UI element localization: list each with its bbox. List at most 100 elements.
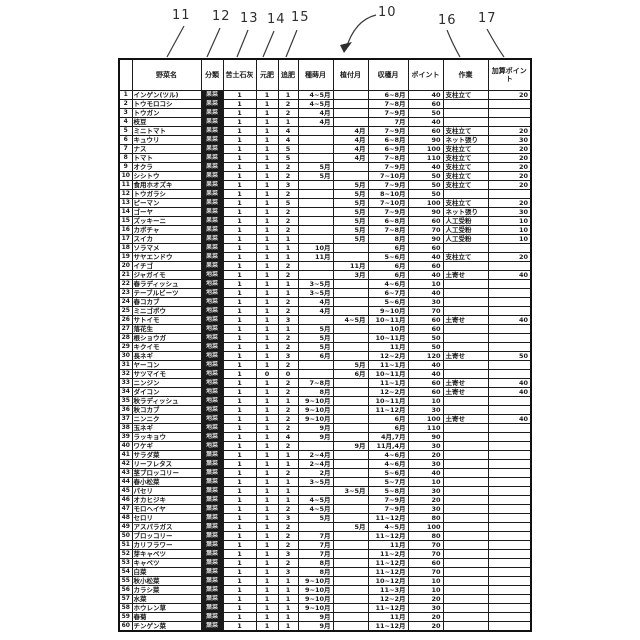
table-row: 58 ホウレン草 葉菜 1 1 1 9~10月 11~12月 30: [118, 603, 532, 613]
cell-sowing-month: 9月: [297, 423, 334, 433]
cell-base-fertilizer: 1: [255, 180, 279, 190]
cell-base-fertilizer: 1: [255, 189, 279, 199]
cell-vegetable-name: 玉ネギ: [131, 423, 202, 433]
cell-planting-month: [332, 513, 369, 523]
cell-planting-month: [332, 594, 369, 604]
cell-bonus-points: 40: [487, 414, 532, 424]
cell-planting-month: [332, 585, 369, 595]
cell-base-fertilizer: 1: [255, 432, 279, 442]
cell-top-dressing: 1: [277, 603, 299, 613]
cell-top-dressing: 2: [277, 441, 299, 451]
cell-top-dressing: 1: [277, 450, 299, 460]
cell-work: 支柱立て: [442, 252, 489, 262]
cell-magnesium-lime: 1: [222, 558, 257, 568]
cell-top-dressing: 2: [277, 558, 299, 568]
cell-points: 90: [407, 135, 444, 145]
cell-top-dressing: 1: [277, 90, 299, 100]
cell-planting-month: 5月: [332, 216, 369, 226]
cell-planting-month: [332, 90, 369, 100]
cell-category: 葉菜: [200, 450, 224, 460]
table-row: 33 ニンジン 地菜 1 1 2 7~8月 11~1月 60 土寄せ 40: [118, 378, 532, 388]
cell-magnesium-lime: 1: [222, 477, 257, 487]
cell-sowing-month: 2~4月: [297, 459, 334, 469]
cell-magnesium-lime: 1: [222, 378, 257, 388]
cell-planting-month: [332, 324, 369, 334]
cell-base-fertilizer: 1: [255, 135, 279, 145]
cell-vegetable-name: ミニゴボウ: [131, 306, 202, 316]
cell-top-dressing: 2: [277, 108, 299, 118]
cell-vegetable-name: オカヒジキ: [131, 495, 202, 505]
cell-base-fertilizer: 1: [255, 558, 279, 568]
cell-harvest-month: 11月,4月: [367, 441, 409, 451]
cell-vegetable-name: シシトウ: [131, 171, 202, 181]
cell-top-dressing: 1: [277, 117, 299, 127]
cell-planting-month: [332, 612, 369, 622]
cell-bonus-points: [487, 603, 532, 613]
cell-top-dressing: 3: [277, 180, 299, 190]
cell-planting-month: 4月: [332, 126, 369, 136]
cell-sowing-month: 5月: [297, 333, 334, 343]
cell-row-number: 27: [118, 324, 133, 334]
cell-row-number: 10: [118, 171, 133, 181]
cell-base-fertilizer: 1: [255, 270, 279, 280]
cell-harvest-month: 6~7月: [367, 288, 409, 298]
cell-points: 60: [407, 216, 444, 226]
table-row: 15 ズッキーニ 果菜 1 1 2 5月 6~8月 60 人工受粉 10: [118, 216, 532, 226]
cell-base-fertilizer: 1: [255, 603, 279, 613]
cell-sowing-month: [297, 522, 334, 532]
cell-work: [442, 369, 489, 379]
ref-numeral-11: 11: [172, 8, 191, 23]
cell-category: 地菜: [200, 423, 224, 433]
cell-work: 支柱立て: [442, 144, 489, 154]
cell-magnesium-lime: 1: [222, 369, 257, 379]
cell-work: 土寄せ: [442, 387, 489, 397]
cell-base-fertilizer: 1: [255, 450, 279, 460]
cell-category: 果菜: [200, 99, 224, 109]
cell-planting-month: [332, 387, 369, 397]
cell-bonus-points: [487, 360, 532, 370]
cell-vegetable-name: インゲン(ツル): [131, 90, 202, 100]
cell-row-number: 59: [118, 612, 133, 622]
table-row: 23 テーブルビーツ 地菜 1 1 1 3~5月 6~7月 40: [118, 288, 532, 298]
cell-sowing-month: 9~10月: [297, 603, 334, 613]
cell-base-fertilizer: 1: [255, 549, 279, 559]
table-row: 38 玉ネギ 地菜 1 1 2 9月 6月 110: [118, 423, 532, 433]
cell-points: 30: [407, 603, 444, 613]
cell-bonus-points: 20: [487, 144, 532, 154]
cell-category: 地菜: [200, 360, 224, 370]
cell-base-fertilizer: 1: [255, 99, 279, 109]
cell-top-dressing: 4: [277, 126, 299, 136]
cell-base-fertilizer: 1: [255, 441, 279, 451]
cell-planting-month: [332, 117, 369, 127]
cell-harvest-month: 11~12月: [367, 567, 409, 577]
cell-magnesium-lime: 1: [222, 225, 257, 235]
cell-top-dressing: 3: [277, 513, 299, 523]
arrowhead-10: [340, 42, 352, 53]
cell-base-fertilizer: 1: [255, 567, 279, 577]
cell-magnesium-lime: 1: [222, 324, 257, 334]
table-row: 5 ミニトマト 果菜 1 1 4 4月 7~9月 60 支柱立て 20: [118, 126, 532, 136]
cell-work: 土寄せ: [442, 378, 489, 388]
cell-category: 果菜: [200, 261, 224, 271]
table-row: 48 セロリ 葉菜 1 1 3 5月 11~12月 80: [118, 513, 532, 523]
cell-points: 40: [407, 252, 444, 262]
cell-harvest-month: 8月: [367, 234, 409, 244]
cell-vegetable-name: ナス: [131, 144, 202, 154]
table-row: 19 サヤエンドウ 果菜 1 1 1 11月 5~6月 40 支柱立て 20: [118, 252, 532, 262]
cell-harvest-month: 7~8月: [367, 99, 409, 109]
cell-bonus-points: [487, 531, 532, 541]
cell-magnesium-lime: 1: [222, 531, 257, 541]
cell-harvest-month: 10~12月: [367, 576, 409, 586]
cell-bonus-points: [487, 522, 532, 532]
cell-work: [442, 423, 489, 433]
cell-base-fertilizer: 1: [255, 216, 279, 226]
cell-planting-month: [332, 108, 369, 118]
cell-work: 土寄せ: [442, 414, 489, 424]
cell-category: 地菜: [200, 441, 224, 451]
table-row: 10 シシトウ 果菜 1 1 2 5月 7~10月 50 支柱立て 20: [118, 171, 532, 181]
cell-harvest-month: 10~11月: [367, 333, 409, 343]
table-row: 44 春小松菜 葉菜 1 1 1 3~5月 5~7月 10: [118, 477, 532, 487]
cell-harvest-month: 11~3月: [367, 585, 409, 595]
table-row: 21 ジャガイモ 地菜 1 1 2 3月 6月 40 土寄せ 40: [118, 270, 532, 280]
cell-bonus-points: 20: [487, 198, 532, 208]
